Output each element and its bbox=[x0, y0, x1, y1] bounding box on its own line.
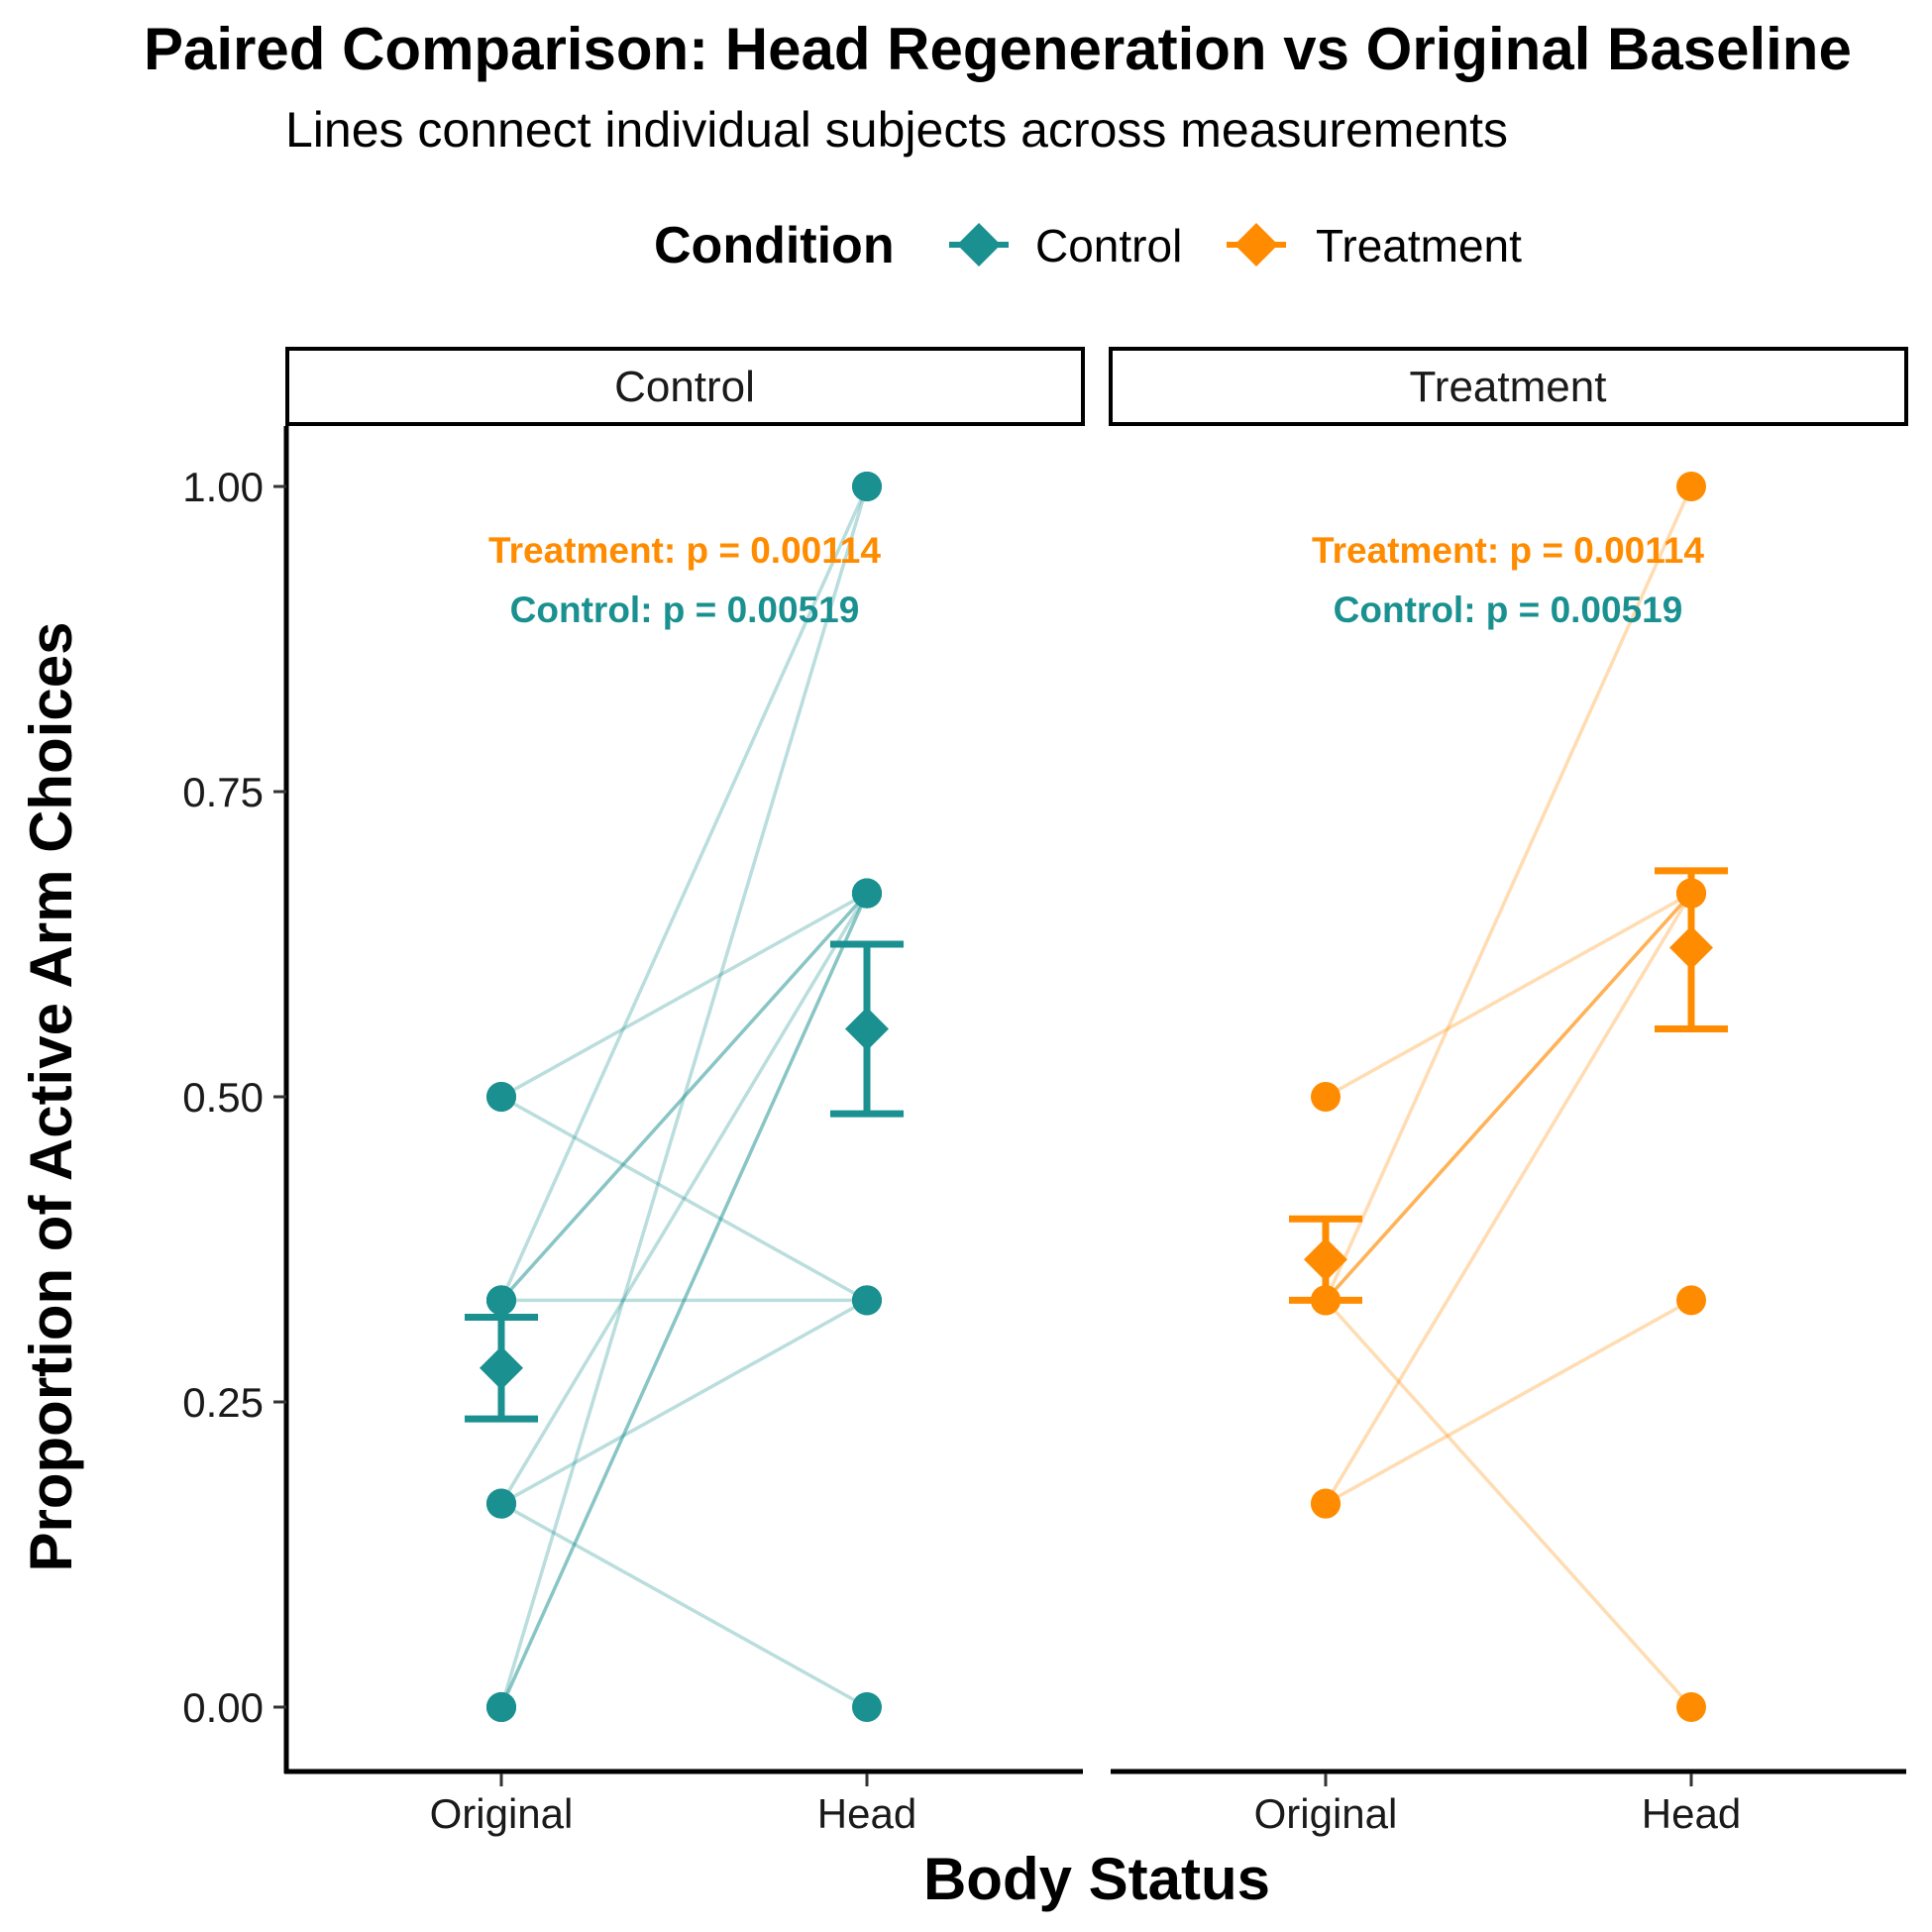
subject-line-treatment-2 bbox=[1324, 892, 1693, 1302]
subject-line-control-12 bbox=[499, 892, 869, 1708]
subject-line-control-1 bbox=[500, 892, 868, 1099]
subject-point-control-9-original bbox=[486, 1488, 516, 1519]
subject-line-treatment-5 bbox=[1324, 485, 1693, 1302]
y-tick-label-3: 0.75 bbox=[182, 769, 264, 815]
subject-point-control-8-head bbox=[852, 1285, 882, 1316]
subject-line-control-10 bbox=[499, 485, 869, 1708]
annotation-treatment-p-control-panel: Treatment: p = 0.00114 bbox=[488, 530, 881, 571]
x-tick-treatment-original: Original bbox=[1254, 1773, 1398, 1837]
x-tick-treatment-head: Head bbox=[1642, 1773, 1741, 1837]
y-tick-3: 0.75 bbox=[182, 769, 286, 815]
y-tick-label-2: 0.50 bbox=[182, 1074, 264, 1121]
subject-line-control-9 bbox=[500, 1502, 868, 1709]
subject-line-treatment-3 bbox=[1324, 892, 1693, 1302]
x-axis-title: Body Status bbox=[923, 1846, 1270, 1912]
legend-key-treatment bbox=[1227, 223, 1286, 267]
panel-control bbox=[465, 472, 904, 1722]
annotation-treatment-p-treatment-panel: Treatment: p = 0.00114 bbox=[1312, 530, 1704, 571]
strip-label-control: Control bbox=[614, 363, 755, 411]
x-tick-label-control-head: Head bbox=[817, 1790, 916, 1837]
y-tick-label-0: 0.00 bbox=[182, 1684, 264, 1731]
y-axis-title: Proportion of Active Arm Choices bbox=[18, 621, 84, 1571]
subject-point-control-10-head bbox=[852, 472, 882, 501]
annotation-control-p-treatment-panel: Control: p = 0.00519 bbox=[1334, 590, 1683, 630]
subject-point-control-2-original bbox=[486, 1082, 516, 1112]
facet-strip-control: Control bbox=[285, 347, 1085, 426]
subject-line-treatment-8 bbox=[1325, 1298, 1692, 1506]
panel-treatment bbox=[1289, 472, 1728, 1722]
subject-point-treatment-8-head bbox=[1676, 1285, 1706, 1316]
subject-point-control-6-original bbox=[486, 1285, 516, 1316]
subject-point-control-12-original bbox=[486, 1692, 516, 1722]
legend: Condition Control Treatment bbox=[654, 217, 1522, 274]
mean-marker-treatment-original bbox=[1304, 1237, 1347, 1282]
mean-marker-treatment-head bbox=[1669, 925, 1713, 970]
subject-line-control-11 bbox=[499, 892, 869, 1708]
subject-line-treatment-6 bbox=[1324, 1299, 1693, 1709]
subject-line-treatment-1 bbox=[1325, 892, 1692, 1099]
subject-point-treatment-5-head bbox=[1676, 472, 1706, 501]
annotation-control-p-control-panel: Control: p = 0.00519 bbox=[510, 590, 860, 630]
facet-strip-treatment: Treatment bbox=[1109, 347, 1908, 426]
subject-line-control-6 bbox=[499, 485, 869, 1302]
chart-title: Paired Comparison: Head Regeneration vs … bbox=[144, 16, 1852, 82]
subject-point-treatment-1-original bbox=[1311, 1082, 1341, 1112]
y-tick-2: 0.50 bbox=[182, 1074, 286, 1121]
legend-label-treatment: Treatment bbox=[1316, 220, 1522, 271]
subject-line-control-7 bbox=[499, 892, 869, 1505]
chart-subtitle: Lines connect individual subjects across… bbox=[285, 102, 1508, 158]
y-tick-label-1: 0.25 bbox=[182, 1379, 264, 1426]
y-tick-0: 0.00 bbox=[182, 1684, 286, 1731]
subject-line-treatment-7 bbox=[1324, 892, 1693, 1505]
y-tick-4: 1.00 bbox=[182, 464, 286, 510]
x-tick-control-head: Head bbox=[817, 1773, 916, 1837]
subject-line-control-8 bbox=[500, 1298, 868, 1506]
y-tick-1: 0.25 bbox=[182, 1379, 286, 1426]
mean-marker-control-head bbox=[845, 1007, 889, 1051]
mean-marker-control-original bbox=[480, 1345, 523, 1390]
subject-point-control-12-head bbox=[852, 878, 882, 909]
x-tick-label-control-original: Original bbox=[430, 1790, 574, 1837]
x-tick-label-treatment-head: Head bbox=[1642, 1790, 1741, 1837]
subject-line-control-3 bbox=[499, 892, 869, 1302]
legend-key-control bbox=[949, 223, 1009, 267]
x-tick-label-treatment-original: Original bbox=[1254, 1790, 1398, 1837]
y-tick-label-4: 1.00 bbox=[182, 464, 264, 510]
subject-point-control-9-head bbox=[852, 1692, 882, 1722]
subject-point-treatment-6-head bbox=[1676, 1692, 1706, 1722]
legend-title: Condition bbox=[654, 217, 895, 274]
subject-point-treatment-8-original bbox=[1311, 1488, 1341, 1519]
subject-line-treatment-4 bbox=[1324, 892, 1693, 1302]
subject-line-control-4 bbox=[499, 892, 869, 1302]
x-tick-control-original: Original bbox=[430, 1773, 574, 1837]
subject-line-control-2 bbox=[500, 1095, 868, 1302]
strip-label-treatment: Treatment bbox=[1410, 363, 1607, 411]
legend-label-control: Control bbox=[1035, 220, 1182, 271]
